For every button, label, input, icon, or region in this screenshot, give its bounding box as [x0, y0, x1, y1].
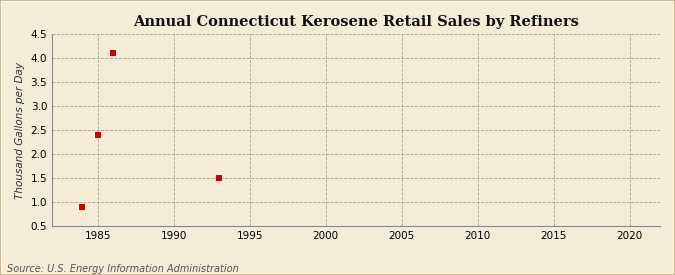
Title: Annual Connecticut Kerosene Retail Sales by Refiners: Annual Connecticut Kerosene Retail Sales… — [133, 15, 579, 29]
Y-axis label: Thousand Gallons per Day: Thousand Gallons per Day — [15, 62, 25, 199]
Point — [107, 51, 118, 56]
Point — [214, 176, 225, 180]
Point — [92, 133, 103, 137]
Point — [77, 205, 88, 209]
Text: Source: U.S. Energy Information Administration: Source: U.S. Energy Information Administ… — [7, 264, 238, 274]
